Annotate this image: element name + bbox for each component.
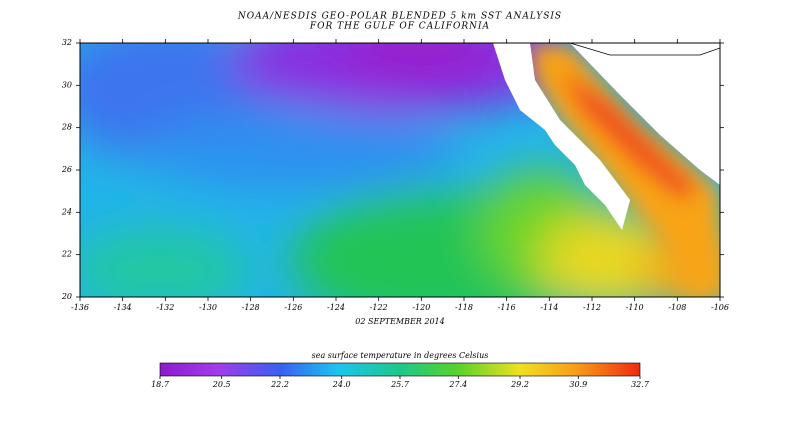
y-tick-label: 32 bbox=[62, 38, 72, 47]
colorbar-tick-label: 30.9 bbox=[569, 380, 587, 389]
x-tick-label: -126 bbox=[284, 303, 302, 312]
x-tick-label: -110 bbox=[626, 303, 644, 312]
y-tick-label: 20 bbox=[61, 292, 72, 301]
y-tick-label: 30 bbox=[62, 80, 72, 89]
x-tick-label: -106 bbox=[711, 303, 729, 312]
x-tick-label: -120 bbox=[412, 303, 430, 312]
y-tick-label: 24 bbox=[61, 207, 72, 216]
x-tick-label: -116 bbox=[498, 303, 516, 312]
colorbar-tick-label: 27.4 bbox=[448, 380, 467, 389]
colorbar bbox=[159, 362, 641, 377]
colorbar-tick-label: 20.5 bbox=[212, 380, 231, 389]
x-tick-label: -128 bbox=[242, 303, 260, 312]
colorbar-tick-label: 25.7 bbox=[390, 380, 410, 389]
x-tick-label: -112 bbox=[583, 303, 601, 312]
colorbar-tick-label: 32.7 bbox=[631, 380, 650, 389]
title-line: FOR THE GULF OF CALIFORNIA bbox=[309, 22, 490, 32]
x-tick-label: -108 bbox=[668, 303, 686, 312]
colorbar-tick-label: 29.2 bbox=[510, 380, 529, 389]
x-tick-label: -136 bbox=[71, 303, 89, 312]
sst-field bbox=[80, 43, 720, 297]
y-tick-label: 26 bbox=[61, 165, 72, 174]
x-tick-label: -130 bbox=[199, 303, 217, 312]
x-tick-label: -118 bbox=[455, 303, 473, 312]
x-tick-label: -124 bbox=[327, 303, 345, 312]
colorbar-tick-label: 22.2 bbox=[270, 380, 289, 389]
x-tick-label: -114 bbox=[540, 303, 558, 312]
x-tick-label: -132 bbox=[156, 303, 174, 312]
colorbar-ticks: 18.7 20.5 22.2 24.0 25.7 27.4 29.2 30.9 32.7 bbox=[151, 376, 650, 389]
y-tick-label: 28 bbox=[61, 123, 72, 132]
axis-ticks: -136 -134 -132 -130 -128 -126 -124 -122 -120 -118… bbox=[61, 38, 729, 312]
title-line: NOAA/NESDIS GEO-POLAR BLENDED 5 km SST A… bbox=[237, 12, 562, 22]
colorbar-tick-label: 18.7 bbox=[151, 380, 170, 389]
x-tick-label: -134 bbox=[114, 303, 132, 312]
x-tick-label: -122 bbox=[370, 303, 388, 312]
date-label: 02 SEPTEMBER 2014 bbox=[355, 317, 444, 326]
colorbar-label: sea surface temperature in degrees Celsi… bbox=[312, 351, 489, 360]
y-tick-label: 22 bbox=[61, 250, 72, 259]
colorbar-tick-label: 24.0 bbox=[332, 380, 351, 389]
